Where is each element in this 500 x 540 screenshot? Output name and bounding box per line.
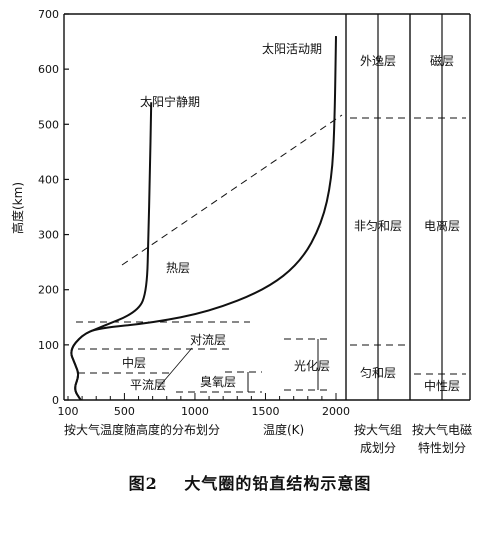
x-axis-label: 温度(K) bbox=[263, 422, 304, 437]
bottom-label-composition-1: 按大气组 bbox=[354, 422, 402, 437]
label-thermosphere: 热层 bbox=[166, 261, 190, 275]
label-heterosphere: 非匀和层 bbox=[354, 219, 402, 233]
x-tick-label: 1000 bbox=[181, 405, 209, 418]
solar-quiet-curve bbox=[70, 102, 153, 401]
x-tick-label: 500 bbox=[114, 405, 135, 418]
troposphere-pointer bbox=[157, 347, 193, 389]
y-tick-label: 200 bbox=[38, 284, 59, 297]
label-solar-quiet: 太阳宁静期 bbox=[140, 94, 200, 109]
y-tick-label: 300 bbox=[38, 229, 59, 242]
label-solar-active: 太阳活动期 bbox=[262, 41, 322, 56]
x-tick-label: 1500 bbox=[251, 405, 279, 418]
electromagnetic-column: 磁层 电离层 中性层 bbox=[414, 14, 466, 400]
caption-title: 大气圈的铅直结构示意图 bbox=[184, 474, 372, 493]
composition-column: 外逸层 非匀和层 匀和层 bbox=[350, 14, 406, 400]
label-homosphere: 匀和层 bbox=[360, 366, 396, 380]
bottom-label-electromagnetic-1: 按大气电磁 bbox=[412, 422, 472, 437]
y-tick-label: 100 bbox=[38, 339, 59, 352]
temperature-curves bbox=[70, 36, 337, 401]
thermosphere-divider bbox=[121, 114, 343, 266]
y-axis-label: 高度(km) bbox=[10, 182, 25, 234]
label-exosphere: 外逸层 bbox=[360, 54, 396, 68]
layer-boundaries bbox=[76, 114, 343, 393]
caption-number: 图2 bbox=[128, 474, 158, 493]
label-ozone: 臭氧层 bbox=[200, 374, 236, 389]
figure-caption: 图2 大气圈的铅直结构示意图 bbox=[0, 470, 500, 494]
y-tick-label: 0 bbox=[52, 394, 59, 407]
bottom-label-electromagnetic-2: 特性划分 bbox=[418, 440, 466, 455]
y-tick-group: 0 100 200 300 400 500 600 700 bbox=[38, 8, 69, 407]
y-tick-label: 500 bbox=[38, 118, 59, 131]
label-magnetosphere: 磁层 bbox=[430, 53, 454, 68]
y-tick-label: 700 bbox=[38, 8, 59, 21]
label-mesosphere: 中层 bbox=[122, 355, 146, 370]
label-stratosphere: 平流层 bbox=[130, 378, 166, 392]
plot-frame bbox=[63, 13, 471, 401]
y-tick-label: 400 bbox=[38, 173, 59, 186]
x-tick-group: 100 500 1000 1500 2000 bbox=[58, 393, 350, 418]
bottom-label-composition-2: 成划分 bbox=[360, 441, 396, 455]
x-tick-label: 100 bbox=[58, 405, 79, 418]
label-troposphere: 对流层 bbox=[190, 333, 226, 347]
y-tick-label: 600 bbox=[38, 63, 59, 76]
label-ionosphere: 电离层 bbox=[424, 218, 460, 233]
bottom-label-temperature-division: 按大气温度随高度的分布划分 bbox=[64, 422, 220, 437]
x-tick-label: 2000 bbox=[322, 405, 350, 418]
label-photochemical: 光化层 bbox=[294, 359, 330, 373]
label-neutrosphere: 中性层 bbox=[424, 378, 460, 393]
